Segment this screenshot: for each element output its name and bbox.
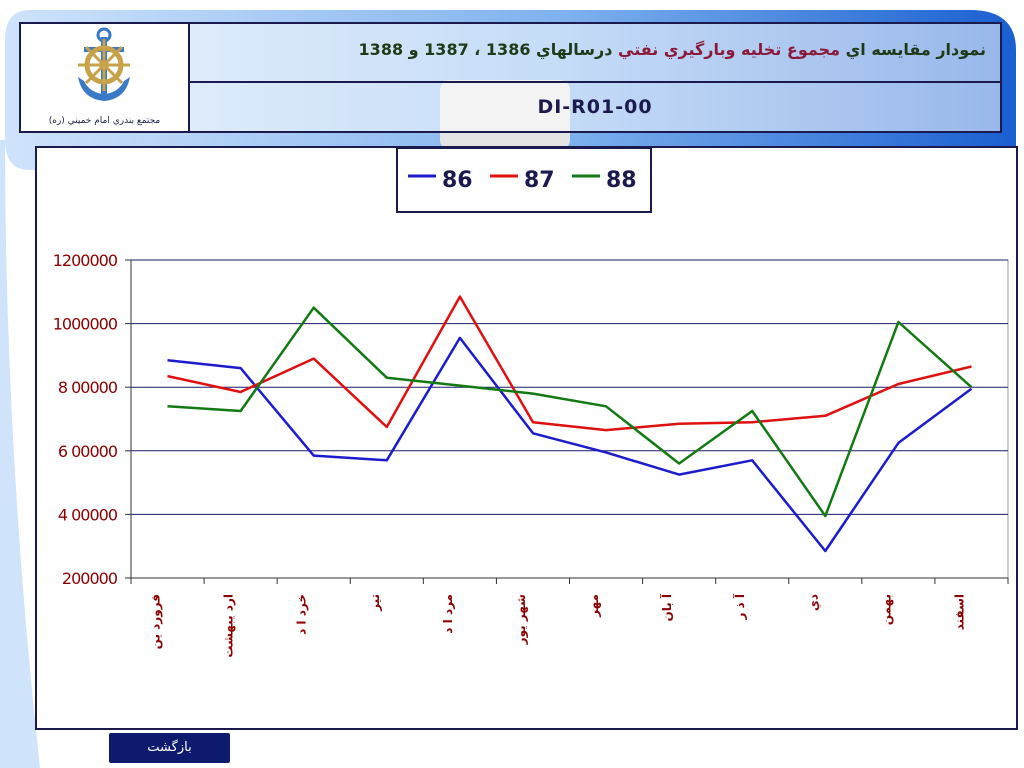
y-tick-label: 1200000 — [53, 251, 118, 270]
legend-box — [396, 147, 652, 213]
logo-caption: مجتمع بندري امام خميني (ره) — [48, 116, 161, 126]
y-tick-label: 200000 — [62, 569, 118, 588]
legend-label-86: 86 — [442, 168, 473, 193]
series-line-86 — [167, 336, 973, 553]
document-code: DI-R01-00 — [537, 96, 653, 118]
legend-label-88: 88 — [606, 168, 637, 193]
x-tick-label: دي — [806, 594, 820, 611]
y-tick-label: 1000000 — [53, 315, 118, 334]
x-tick-label: فرورد ين — [149, 594, 164, 649]
logo-cell: مجتمع بندري امام خميني (ره) — [21, 24, 190, 131]
series-line-87 — [167, 295, 972, 432]
x-tick-label: خرد ا د — [295, 594, 309, 635]
title-cell: نمودار مقایسه اي مجموع تخليه وبارگيري نف… — [190, 24, 1000, 83]
back-button[interactable]: بازگشت — [109, 733, 230, 763]
title-accent: مجموع تخليه وبارگيري نفتي — [618, 40, 841, 59]
title-suffix: درسالهاي 1386 ، 1387 و 1388 — [358, 40, 613, 59]
x-tick-label: مهر — [587, 594, 601, 618]
x-tick-label: آ ذ ر — [732, 593, 747, 620]
plot-area — [130, 259, 1009, 579]
y-tick-label: 4 00000 — [58, 505, 118, 524]
title-prefix: نمودار مقایسه اي — [845, 40, 986, 59]
y-tick-label: 8 00000 — [58, 378, 118, 397]
series-line-88 — [167, 306, 973, 518]
legend-label-87: 87 — [524, 168, 555, 193]
x-tick-label: آ بان — [659, 593, 674, 621]
x-tick-label: تير — [368, 594, 382, 612]
slide-header: مجتمع بندري امام خميني (ره) نمودار مقایس… — [19, 22, 1002, 133]
x-tick-label: ارد يبهشت — [222, 594, 236, 658]
chart-title: نمودار مقایسه اي مجموع تخليه وبارگيري نف… — [359, 40, 986, 59]
anchor-logo — [78, 27, 130, 101]
x-tick-label: بهمن — [879, 594, 893, 625]
x-tick-label: مرد ا د — [441, 594, 455, 634]
x-tick-label: شهر يور — [514, 594, 529, 645]
x-tick-label: اسفند — [952, 594, 966, 630]
y-tick-label: 6 00000 — [58, 442, 118, 461]
